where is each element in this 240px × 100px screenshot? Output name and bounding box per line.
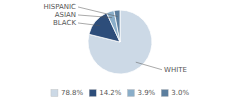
annotation: BLACK bbox=[53, 19, 76, 27]
legend-swatch bbox=[51, 90, 58, 97]
chart: WHITE BLACKASIANHISPANIC 78.8% 14.2% 3.9% 3.0… bbox=[0, 0, 240, 100]
legend-label: 3.0% bbox=[171, 89, 189, 97]
legend-item: 14.2% bbox=[89, 89, 122, 97]
legend-label: 14.2% bbox=[99, 89, 122, 97]
leader-line bbox=[136, 62, 162, 70]
slice bbox=[114, 10, 120, 42]
legend: 78.8% 14.2% 3.9% 3.0% bbox=[51, 89, 189, 97]
leader-line bbox=[78, 15, 112, 18]
legend-swatch bbox=[161, 90, 168, 97]
legend-item: 3.9% bbox=[127, 89, 155, 97]
legend-label: 3.9% bbox=[137, 89, 155, 97]
legend-swatch bbox=[89, 90, 96, 97]
annotation: HISPANIC bbox=[43, 3, 76, 11]
annotation: WHITE bbox=[164, 66, 187, 74]
annotation: ASIAN bbox=[55, 11, 76, 19]
leader-line bbox=[78, 23, 100, 26]
legend-item: 78.8% bbox=[51, 89, 84, 97]
legend-label: 78.8% bbox=[61, 89, 84, 97]
legend-item: 3.0% bbox=[161, 89, 189, 97]
legend-swatch bbox=[127, 90, 134, 97]
leader-line bbox=[78, 7, 118, 17]
slice bbox=[88, 10, 152, 74]
pie: WHITE BLACKASIANHISPANIC bbox=[43, 3, 186, 74]
